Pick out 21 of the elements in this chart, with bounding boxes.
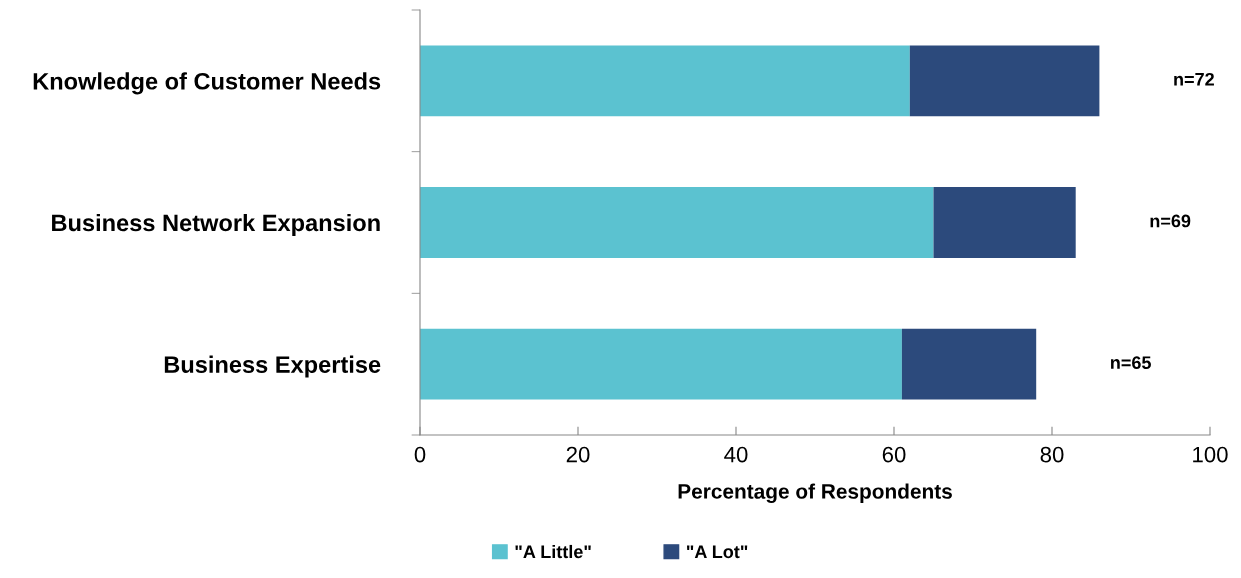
annotation: n=65 bbox=[1111, 356, 1151, 370]
y-tick-label: Business Expertise bbox=[164, 355, 381, 378]
x-tick-label: 100 bbox=[1193, 446, 1228, 463]
y-tick-label: Knowledge of Customer Needs bbox=[33, 72, 381, 95]
y-tick-label: Business Network Expansion bbox=[52, 213, 380, 236]
legend-label: "A Little" bbox=[515, 544, 591, 559]
legend-label: "A Lot" bbox=[687, 545, 748, 559]
bar bbox=[933, 187, 1076, 258]
x-axis-title: Percentage of Respondents bbox=[678, 483, 952, 503]
x-tick-label: 20 bbox=[566, 446, 590, 463]
x-tick-label: 60 bbox=[882, 446, 906, 463]
bar bbox=[420, 187, 934, 258]
annotation: n=72 bbox=[1174, 72, 1214, 86]
bar bbox=[420, 328, 902, 400]
x-tick-label: 40 bbox=[724, 446, 748, 463]
bar bbox=[909, 45, 1100, 117]
x-tick-label: 80 bbox=[1040, 446, 1064, 463]
x-tick-label: 0 bbox=[414, 446, 426, 463]
bar bbox=[901, 328, 1037, 400]
bar bbox=[420, 45, 910, 117]
annotation: n=69 bbox=[1150, 214, 1191, 228]
